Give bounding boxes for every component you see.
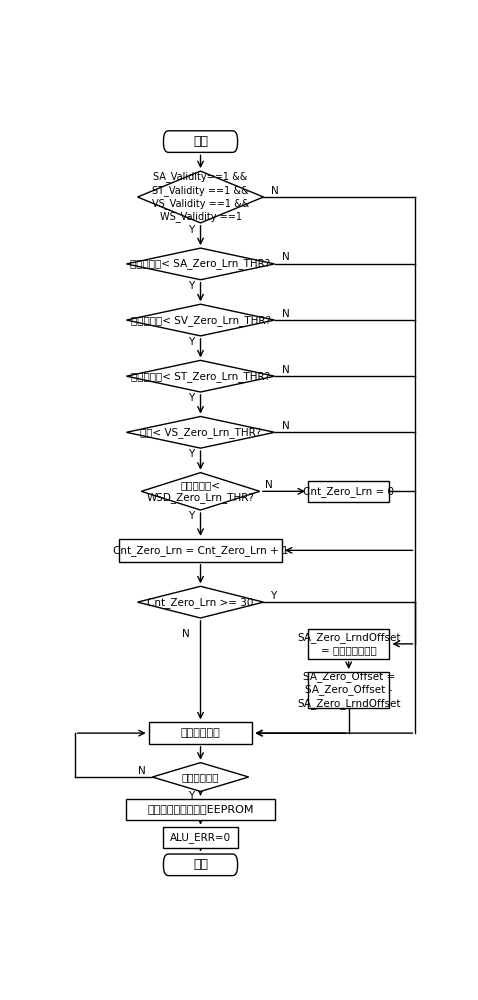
Bar [119, 539, 282, 562]
Polygon shape [126, 248, 274, 280]
Text: N: N [282, 309, 290, 319]
Text: Y: Y [188, 791, 195, 801]
Text: SA_Zero_Offset =
SA_Zero_Offset -
SA_Zero_LrndOffset: SA_Zero_Offset = SA_Zero_Offset - SA_Zer… [297, 671, 401, 709]
Bar [126, 799, 274, 820]
Text: Y: Y [270, 591, 276, 601]
Bar [308, 629, 390, 659]
Text: Cnt_Zero_Lrn = Cnt_Zero_Lrn + 1: Cnt_Zero_Lrn = Cnt_Zero_Lrn + 1 [113, 545, 288, 556]
Text: SA_Zero_LrndOffset
= 当前方向盘转角: SA_Zero_LrndOffset = 当前方向盘转角 [297, 632, 401, 656]
Text: 车速< VS_Zero_Lrn_THR?: 车速< VS_Zero_Lrn_THR? [140, 427, 261, 438]
Text: Y: Y [188, 511, 195, 521]
Polygon shape [126, 416, 274, 448]
Polygon shape [126, 304, 274, 336]
Text: N: N [265, 480, 273, 490]
Text: 方向盘转速< SV_Zero_Lrn_THR?: 方向盘转速< SV_Zero_Lrn_THR? [130, 315, 271, 326]
Text: 其他轮询任务: 其他轮询任务 [181, 728, 220, 738]
Text: N: N [282, 421, 290, 431]
Polygon shape [126, 360, 274, 392]
Text: Y: Y [188, 281, 195, 291]
Text: 结束: 结束 [193, 858, 208, 871]
Text: 方向盘转矩< ST_Zero_Lrn_THR?: 方向盘转矩< ST_Zero_Lrn_THR? [131, 371, 270, 382]
FancyBboxPatch shape [163, 854, 238, 876]
Text: SA_Validity==1 &&
ST_Validity ==1 &&
VS_Validity ==1 &&
WS_Validity ==1: SA_Validity==1 && ST_Validity ==1 && VS_… [152, 172, 249, 222]
Text: N: N [182, 629, 190, 639]
Polygon shape [152, 763, 249, 791]
Polygon shape [138, 586, 263, 618]
Bar [308, 672, 390, 708]
Text: Cnt_Zero_Lrn >= 30: Cnt_Zero_Lrn >= 30 [147, 597, 254, 608]
Text: N: N [282, 365, 290, 375]
Text: Y: Y [188, 337, 195, 347]
Text: 下电存储故障信息到EEPROM: 下电存储故障信息到EEPROM [147, 804, 254, 814]
FancyBboxPatch shape [163, 131, 238, 152]
Text: 开始: 开始 [193, 135, 208, 148]
Text: Y: Y [188, 225, 195, 235]
Text: N: N [282, 252, 290, 262]
Text: Y: Y [188, 449, 195, 459]
Bar [163, 827, 238, 848]
Text: Cnt_Zero_Lrn = 0: Cnt_Zero_Lrn = 0 [303, 486, 394, 497]
Polygon shape [141, 473, 260, 510]
Text: 四轮轮速差<
WSD_Zero_Lrn_THR?: 四轮轮速差< WSD_Zero_Lrn_THR? [147, 480, 254, 503]
Text: N: N [138, 766, 146, 776]
Bar [149, 722, 252, 744]
Text: ALU_ERR=0: ALU_ERR=0 [170, 832, 231, 843]
Text: 方向盘转角< SA_Zero_Lrn_THR?: 方向盘转角< SA_Zero_Lrn_THR? [130, 258, 271, 269]
Polygon shape [138, 171, 263, 223]
Bar [308, 481, 390, 502]
Text: Y: Y [188, 393, 195, 403]
Text: 满足下电条件: 满足下电条件 [182, 772, 219, 782]
Text: N: N [271, 186, 279, 196]
